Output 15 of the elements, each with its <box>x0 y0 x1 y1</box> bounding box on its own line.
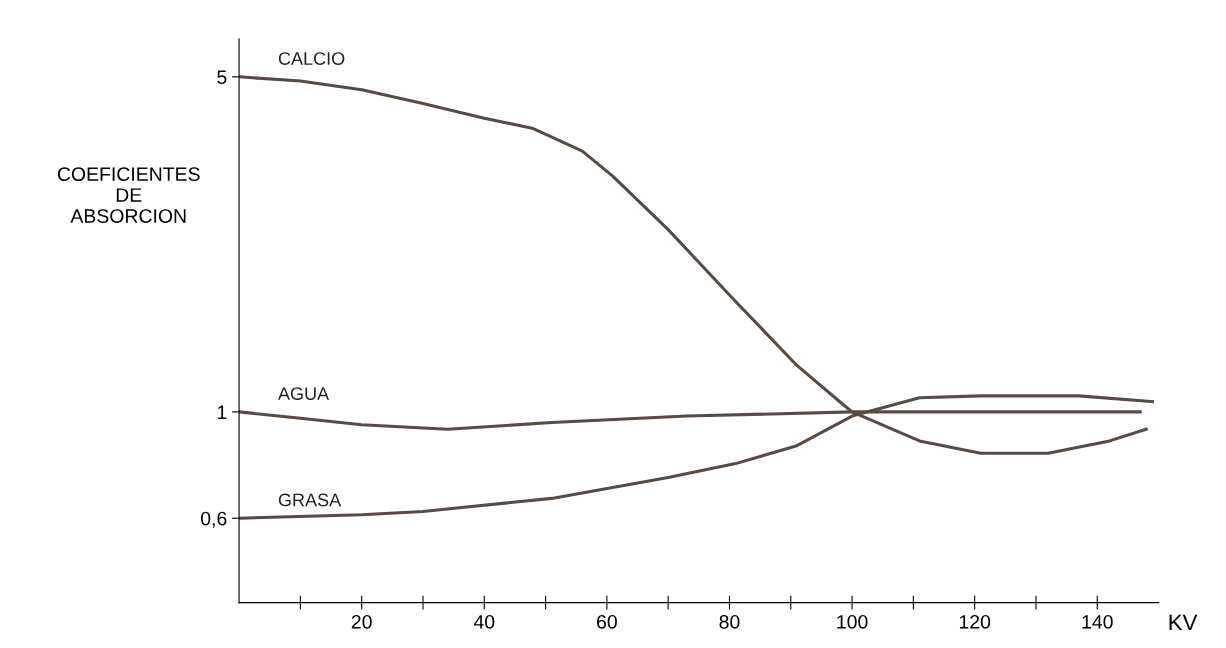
x-axis-title: KV <box>1169 614 1198 631</box>
x-tick-label: 140 <box>1082 614 1113 629</box>
x-tick-label: 120 <box>959 614 991 629</box>
x-tick-label: 80 <box>719 614 740 629</box>
series-label: AGUA <box>278 387 330 400</box>
y-tick-label: 0,6 <box>201 511 227 528</box>
x-tick-label: 60 <box>597 614 617 629</box>
y-tick-label: 5 <box>217 70 227 85</box>
series-label: CALCIO <box>278 52 345 65</box>
y-tick-label: 1 <box>217 405 227 419</box>
x-tick-label: 20 <box>351 614 372 629</box>
y-axis-title: COEFICIENTES DE ABSORCION <box>57 167 200 223</box>
x-tick-label: 40 <box>473 614 495 629</box>
series-label: GRASA <box>278 493 342 507</box>
x-tick-label: 100 <box>837 614 868 629</box>
